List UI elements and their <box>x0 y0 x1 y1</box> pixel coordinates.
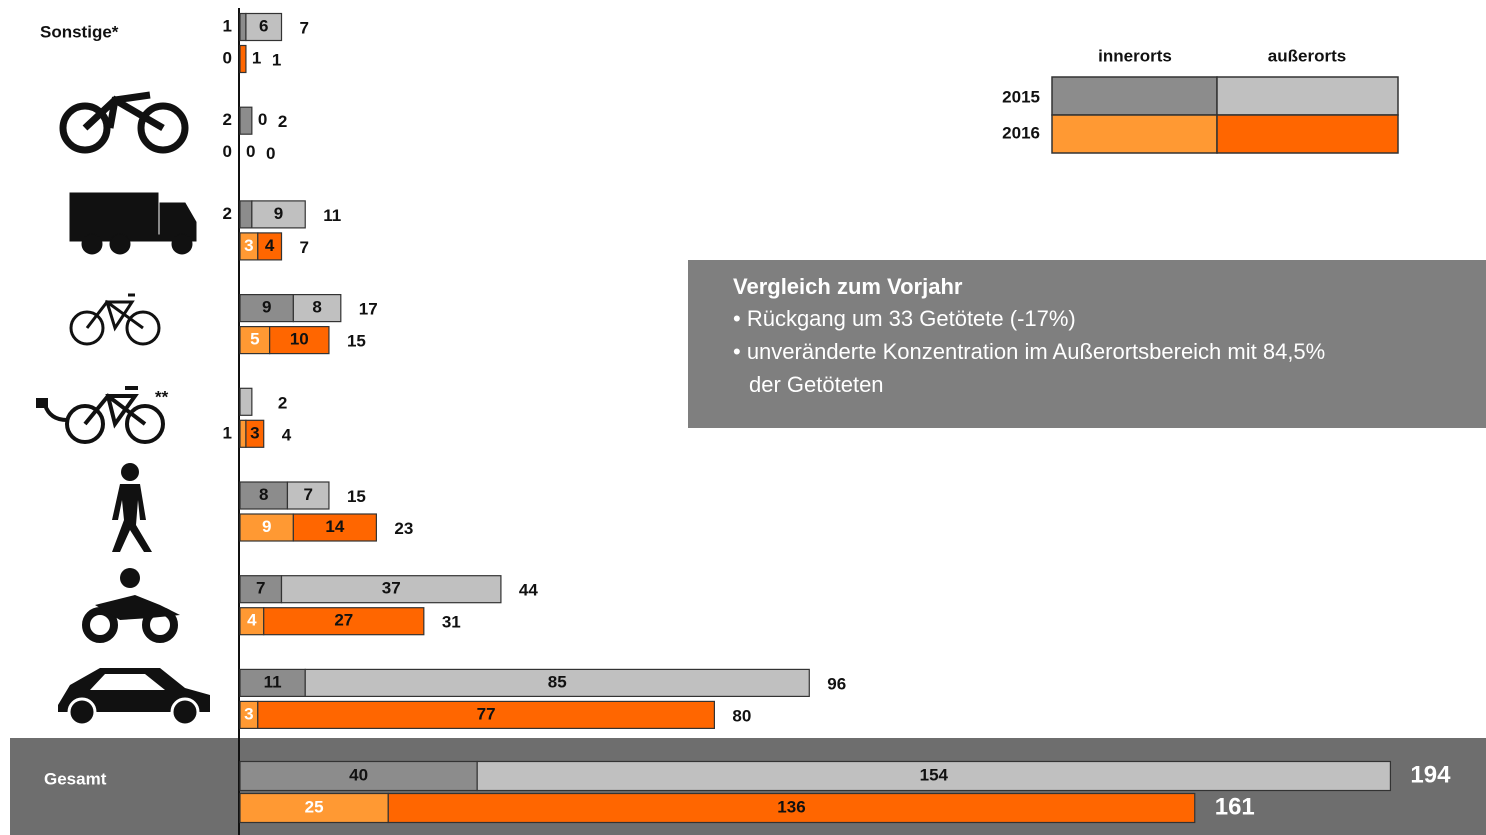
bar-segment <box>280 575 502 604</box>
value-label: 0 <box>246 142 255 161</box>
bar-segment <box>239 792 389 824</box>
bar-segment <box>387 792 1196 824</box>
bar-segment <box>269 326 330 355</box>
bar-segment <box>239 294 294 323</box>
value-label: 11 <box>264 672 282 691</box>
bar-segment <box>257 700 715 730</box>
category-label: Gesamt <box>44 769 107 788</box>
total-label: 96 <box>827 674 846 693</box>
total-label: 11 <box>323 206 341 225</box>
value-label: 1 <box>223 423 232 442</box>
bar-segment <box>245 12 283 42</box>
bar-segment <box>245 419 265 448</box>
total-label: 161 <box>1215 793 1255 820</box>
bar-segment <box>304 668 810 698</box>
value-label: 136 <box>777 797 805 816</box>
value-label: 9 <box>274 204 283 223</box>
bar-segment <box>239 200 253 229</box>
bar-segment <box>292 513 377 542</box>
annotation: ** <box>155 387 169 406</box>
value-label: 77 <box>477 704 496 723</box>
value-label: 3 <box>250 423 259 442</box>
total-label: 44 <box>519 581 538 600</box>
bar-segment <box>239 575 283 604</box>
value-label: 9 <box>262 298 271 317</box>
value-label: 37 <box>382 579 401 598</box>
value-label: 14 <box>325 517 344 536</box>
value-label: 6 <box>259 16 268 35</box>
bar-segment <box>239 44 247 74</box>
legend-swatch <box>1216 76 1399 116</box>
info-title: Vergleich zum Vorjahr <box>733 274 963 299</box>
value-label: 25 <box>305 797 324 816</box>
total-label: 0 <box>266 144 275 163</box>
value-label: 4 <box>247 611 257 630</box>
total-label: 7 <box>300 18 309 37</box>
bar-segment <box>476 760 1392 792</box>
legend-swatch <box>1051 114 1218 154</box>
info-bullet: der Getöteten <box>749 372 884 397</box>
legend-swatch <box>1051 76 1218 116</box>
bar-segment <box>286 481 330 510</box>
total-label: 1 <box>272 50 281 69</box>
bar-segment <box>257 232 283 261</box>
legend-label: 2016 <box>1002 123 1040 142</box>
total-label: 2 <box>278 112 287 131</box>
value-label: 85 <box>548 672 567 691</box>
value-label: 9 <box>262 517 271 536</box>
value-label: 1 <box>252 48 261 67</box>
total-label: 4 <box>282 425 292 444</box>
bar-segment <box>263 607 425 636</box>
bar-segment <box>239 419 247 448</box>
value-label: 0 <box>258 110 267 129</box>
value-label: 3 <box>244 704 253 723</box>
bar-segment <box>239 106 253 135</box>
bar-segment <box>239 760 478 792</box>
value-label: 2 <box>223 110 232 129</box>
value-label: 27 <box>334 611 353 630</box>
bar-segment <box>292 294 342 323</box>
info-box <box>688 260 1486 428</box>
value-label: 0 <box>223 48 232 67</box>
total-label: 80 <box>732 706 751 725</box>
legend-label: außerorts <box>1268 46 1346 65</box>
value-label: 40 <box>349 765 368 784</box>
bar-segment <box>239 387 253 416</box>
legend-swatch <box>1216 114 1399 154</box>
total-label: 31 <box>442 613 461 632</box>
value-label: 7 <box>256 579 265 598</box>
value-label: 3 <box>244 236 253 255</box>
info-bullet: • unveränderte Konzentration im Außerort… <box>733 339 1325 364</box>
total-label: 194 <box>1410 761 1451 788</box>
value-label: 2 <box>223 204 232 223</box>
legend-label: innerorts <box>1098 46 1172 65</box>
value-label: 0 <box>223 142 232 161</box>
bar-segment <box>239 12 247 42</box>
value-label: 8 <box>312 298 321 317</box>
value-label: 7 <box>303 485 312 504</box>
total-label: 23 <box>394 519 413 538</box>
total-label: 7 <box>300 238 309 257</box>
category-label: Sonstige* <box>40 22 119 41</box>
total-label: 2 <box>278 393 287 412</box>
total-label: 15 <box>347 487 366 506</box>
total-label: 17 <box>359 300 378 319</box>
legend-label: 2015 <box>1002 87 1040 106</box>
value-label: 8 <box>259 485 268 504</box>
icons <box>36 91 210 727</box>
value-label: 4 <box>265 236 275 255</box>
info-bullet: • Rückgang um 33 Getötete (-17%) <box>733 306 1076 331</box>
value-label: 5 <box>250 330 259 349</box>
value-label: 1 <box>223 16 232 35</box>
total-label: 15 <box>347 332 366 351</box>
bar-segment <box>251 200 306 229</box>
value-label: 154 <box>920 765 949 784</box>
bar-segment <box>239 513 294 542</box>
value-label: 10 <box>290 330 309 349</box>
bar-segment <box>239 481 289 510</box>
